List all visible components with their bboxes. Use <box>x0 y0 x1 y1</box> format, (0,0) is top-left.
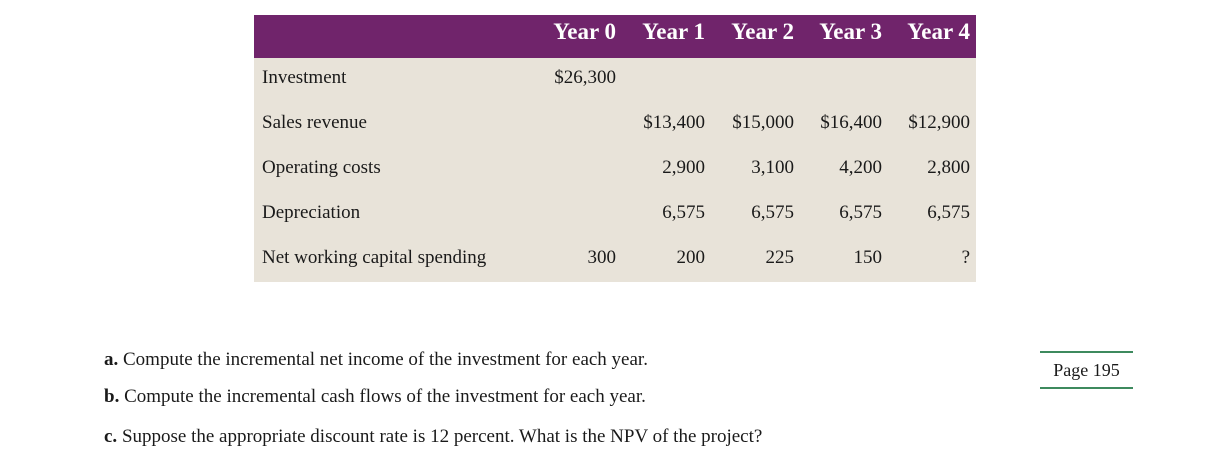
row-label: Net working capital spending <box>262 247 487 268</box>
table-cell: 6,575 <box>839 202 882 223</box>
table-cell: $13,400 <box>643 112 705 133</box>
question-text: Suppose the appropriate discount rate is… <box>117 426 763 447</box>
question: b. Compute the incremental cash flows of… <box>104 386 646 408</box>
table-cell: $26,300 <box>554 67 616 88</box>
table-cell: 200 <box>676 247 706 268</box>
table-row: Sales revenue $13,400 $15,000 $16,400 $12,90… <box>254 112 976 142</box>
column-header: Year 3 <box>819 19 882 44</box>
table-cell: ? <box>961 247 970 268</box>
table-header: Year 0 Year 1 Year 2 Year 3 Year 4 <box>254 15 976 58</box>
cash-flow-table: Year 0 Year 1 Year 2 Year 3 Year 4 Investmen… <box>254 15 976 282</box>
table-row: Depreciation 6,575 6,575 6,575 6,575 <box>254 202 976 232</box>
table-cell: $16,400 <box>820 112 882 133</box>
table-cell: 225 <box>765 247 795 268</box>
table-row: Operating costs 2,900 3,100 4,200 2,800 <box>254 157 976 187</box>
table-cell: $15,000 <box>732 112 794 133</box>
column-header: Year 0 <box>553 19 616 44</box>
question-text: Compute the incremental net income of th… <box>118 349 648 370</box>
row-label: Depreciation <box>262 202 361 223</box>
question-letter: a. <box>104 349 119 370</box>
table-cell: 6,575 <box>751 202 794 223</box>
question-letter: c. <box>104 426 118 447</box>
table-cell: 3,100 <box>751 157 794 178</box>
table-cell: 4,200 <box>839 157 882 178</box>
table-cell: 150 <box>853 247 883 268</box>
table-cell: $12,900 <box>908 112 970 133</box>
column-header: Year 1 <box>642 19 705 44</box>
question: a. Compute the incremental net income of… <box>104 349 648 371</box>
table-cell: 6,575 <box>662 202 705 223</box>
row-label: Sales revenue <box>262 112 367 133</box>
table-cell: 300 <box>587 247 617 268</box>
row-label: Investment <box>262 67 347 88</box>
column-header: Year 2 <box>731 19 794 44</box>
page-label: Page 195 <box>1040 351 1133 389</box>
question-text: Compute the incremental cash flows of th… <box>119 386 646 407</box>
table-cell: 2,800 <box>927 157 970 178</box>
question-letter: b. <box>104 386 120 407</box>
row-label: Operating costs <box>262 157 381 178</box>
table-row: Investment $26,300 <box>254 67 976 97</box>
table-row: Net working capital spending 300 200 225 150… <box>254 247 976 277</box>
column-header: Year 4 <box>907 19 970 44</box>
table-cell: 6,575 <box>927 202 970 223</box>
table-cell: 2,900 <box>662 157 705 178</box>
question: c. Suppose the appropriate discount rate… <box>104 426 762 448</box>
